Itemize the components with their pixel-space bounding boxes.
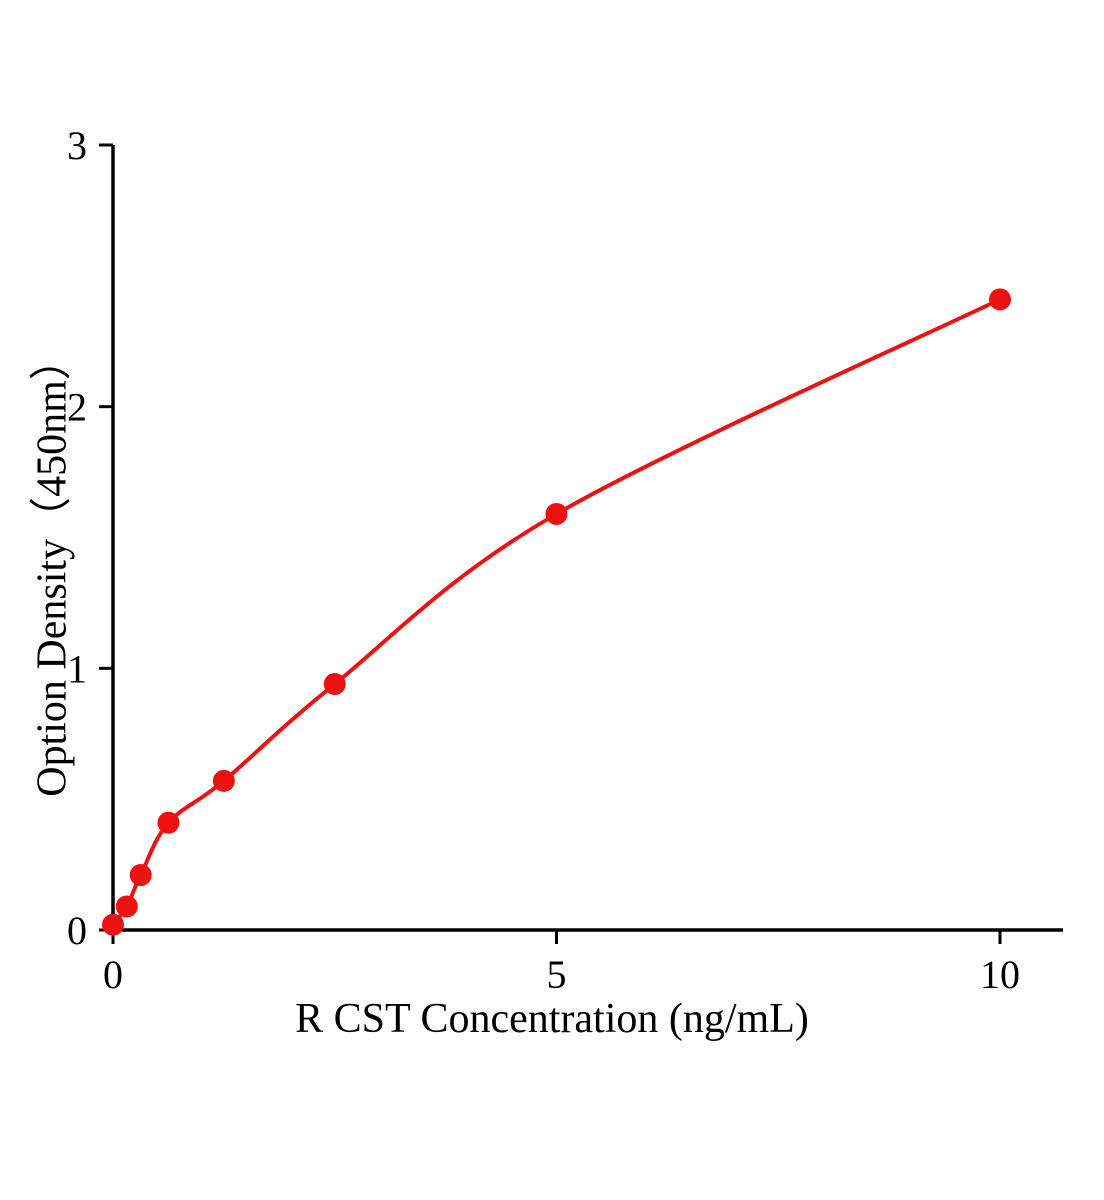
data-point-marker bbox=[212, 769, 235, 792]
data-point-marker bbox=[323, 673, 346, 696]
x-tick-label: 10 bbox=[980, 952, 1020, 997]
y-tick-label: 2 bbox=[67, 385, 87, 430]
x-tick-label: 0 bbox=[103, 952, 123, 997]
data-point-marker bbox=[545, 502, 568, 525]
fit-curve bbox=[111, 297, 1002, 927]
y-tick-label: 0 bbox=[67, 908, 87, 953]
x-axis-label: R CST Concentration (ng/mL) bbox=[295, 996, 809, 1042]
y-tick-label: 3 bbox=[67, 123, 87, 168]
data-point-marker bbox=[102, 913, 124, 936]
y-tick-label: 1 bbox=[67, 646, 87, 691]
data-point-marker bbox=[129, 864, 152, 887]
data-point-marker bbox=[989, 288, 1011, 311]
data-point-marker bbox=[115, 895, 138, 918]
y-axis-label: Option Density（450nm） bbox=[29, 338, 76, 797]
data-point-marker bbox=[157, 811, 180, 834]
x-tick-label: 5 bbox=[547, 952, 567, 997]
